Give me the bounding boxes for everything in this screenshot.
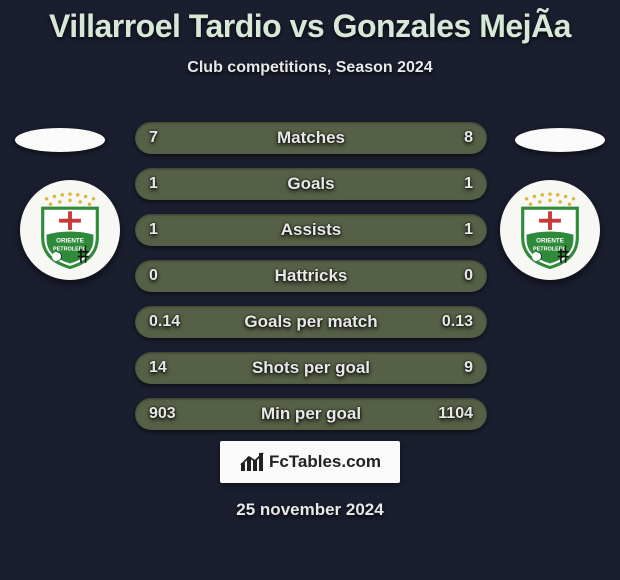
svg-text:ORIENTE: ORIENTE	[536, 237, 564, 244]
stat-right-value: 1	[464, 175, 473, 193]
stat-right-value: 0	[464, 267, 473, 285]
stat-left-value: 1	[149, 175, 158, 193]
player-avatar-right-placeholder	[515, 128, 605, 152]
stat-left-value: 14	[149, 359, 167, 377]
stat-right-value: 1104	[438, 405, 473, 423]
stat-row: 0 Hattricks 0	[135, 260, 487, 292]
stat-right-value: 9	[464, 359, 473, 377]
stat-row: 1 Assists 1	[135, 214, 487, 246]
stat-left-value: 1	[149, 221, 158, 239]
svg-text:ORIENTE: ORIENTE	[56, 237, 84, 244]
oriente-petrolero-crest-icon: ORIENTE PETROLERO	[511, 191, 589, 269]
stat-label: Min per goal	[261, 404, 361, 424]
stat-left-value: 0.14	[149, 313, 180, 331]
stat-row: 1 Goals 1	[135, 168, 487, 200]
stats-table: 7 Matches 8 1 Goals 1 1 Assists 1 0 Hatt…	[135, 122, 487, 444]
player-avatar-left-placeholder	[15, 128, 105, 152]
stat-right-value: 1	[464, 221, 473, 239]
club-badge-right: ORIENTE PETROLERO	[500, 180, 600, 280]
footer-date: 25 november 2024	[236, 500, 383, 520]
stat-label: Assists	[281, 220, 341, 240]
oriente-petrolero-crest-icon: ORIENTE PETROLERO	[31, 191, 109, 269]
club-badge-left: ORIENTE PETROLERO	[20, 180, 120, 280]
comparison-title: Villarroel Tardio vs Gonzales MejÃa	[0, 0, 620, 45]
brand-logo[interactable]: FcTables.com	[220, 441, 400, 483]
stat-right-value: 0.13	[442, 313, 473, 331]
bar-chart-icon	[239, 451, 265, 473]
stat-label: Goals per match	[244, 312, 377, 332]
comparison-subtitle: Club competitions, Season 2024	[0, 59, 620, 77]
stat-row: 14 Shots per goal 9	[135, 352, 487, 384]
stat-label: Goals	[287, 174, 334, 194]
stat-row: 903 Min per goal 1104	[135, 398, 487, 430]
stat-row: 0.14 Goals per match 0.13	[135, 306, 487, 338]
stat-right-value: 8	[464, 129, 473, 147]
stat-left-value: 0	[149, 267, 158, 285]
stat-row: 7 Matches 8	[135, 122, 487, 154]
stat-label: Hattricks	[275, 266, 348, 286]
stat-label: Shots per goal	[252, 358, 370, 378]
stat-left-value: 7	[149, 129, 158, 147]
stat-label: Matches	[277, 128, 345, 148]
stat-left-value: 903	[149, 405, 176, 423]
brand-text: FcTables.com	[269, 452, 381, 472]
